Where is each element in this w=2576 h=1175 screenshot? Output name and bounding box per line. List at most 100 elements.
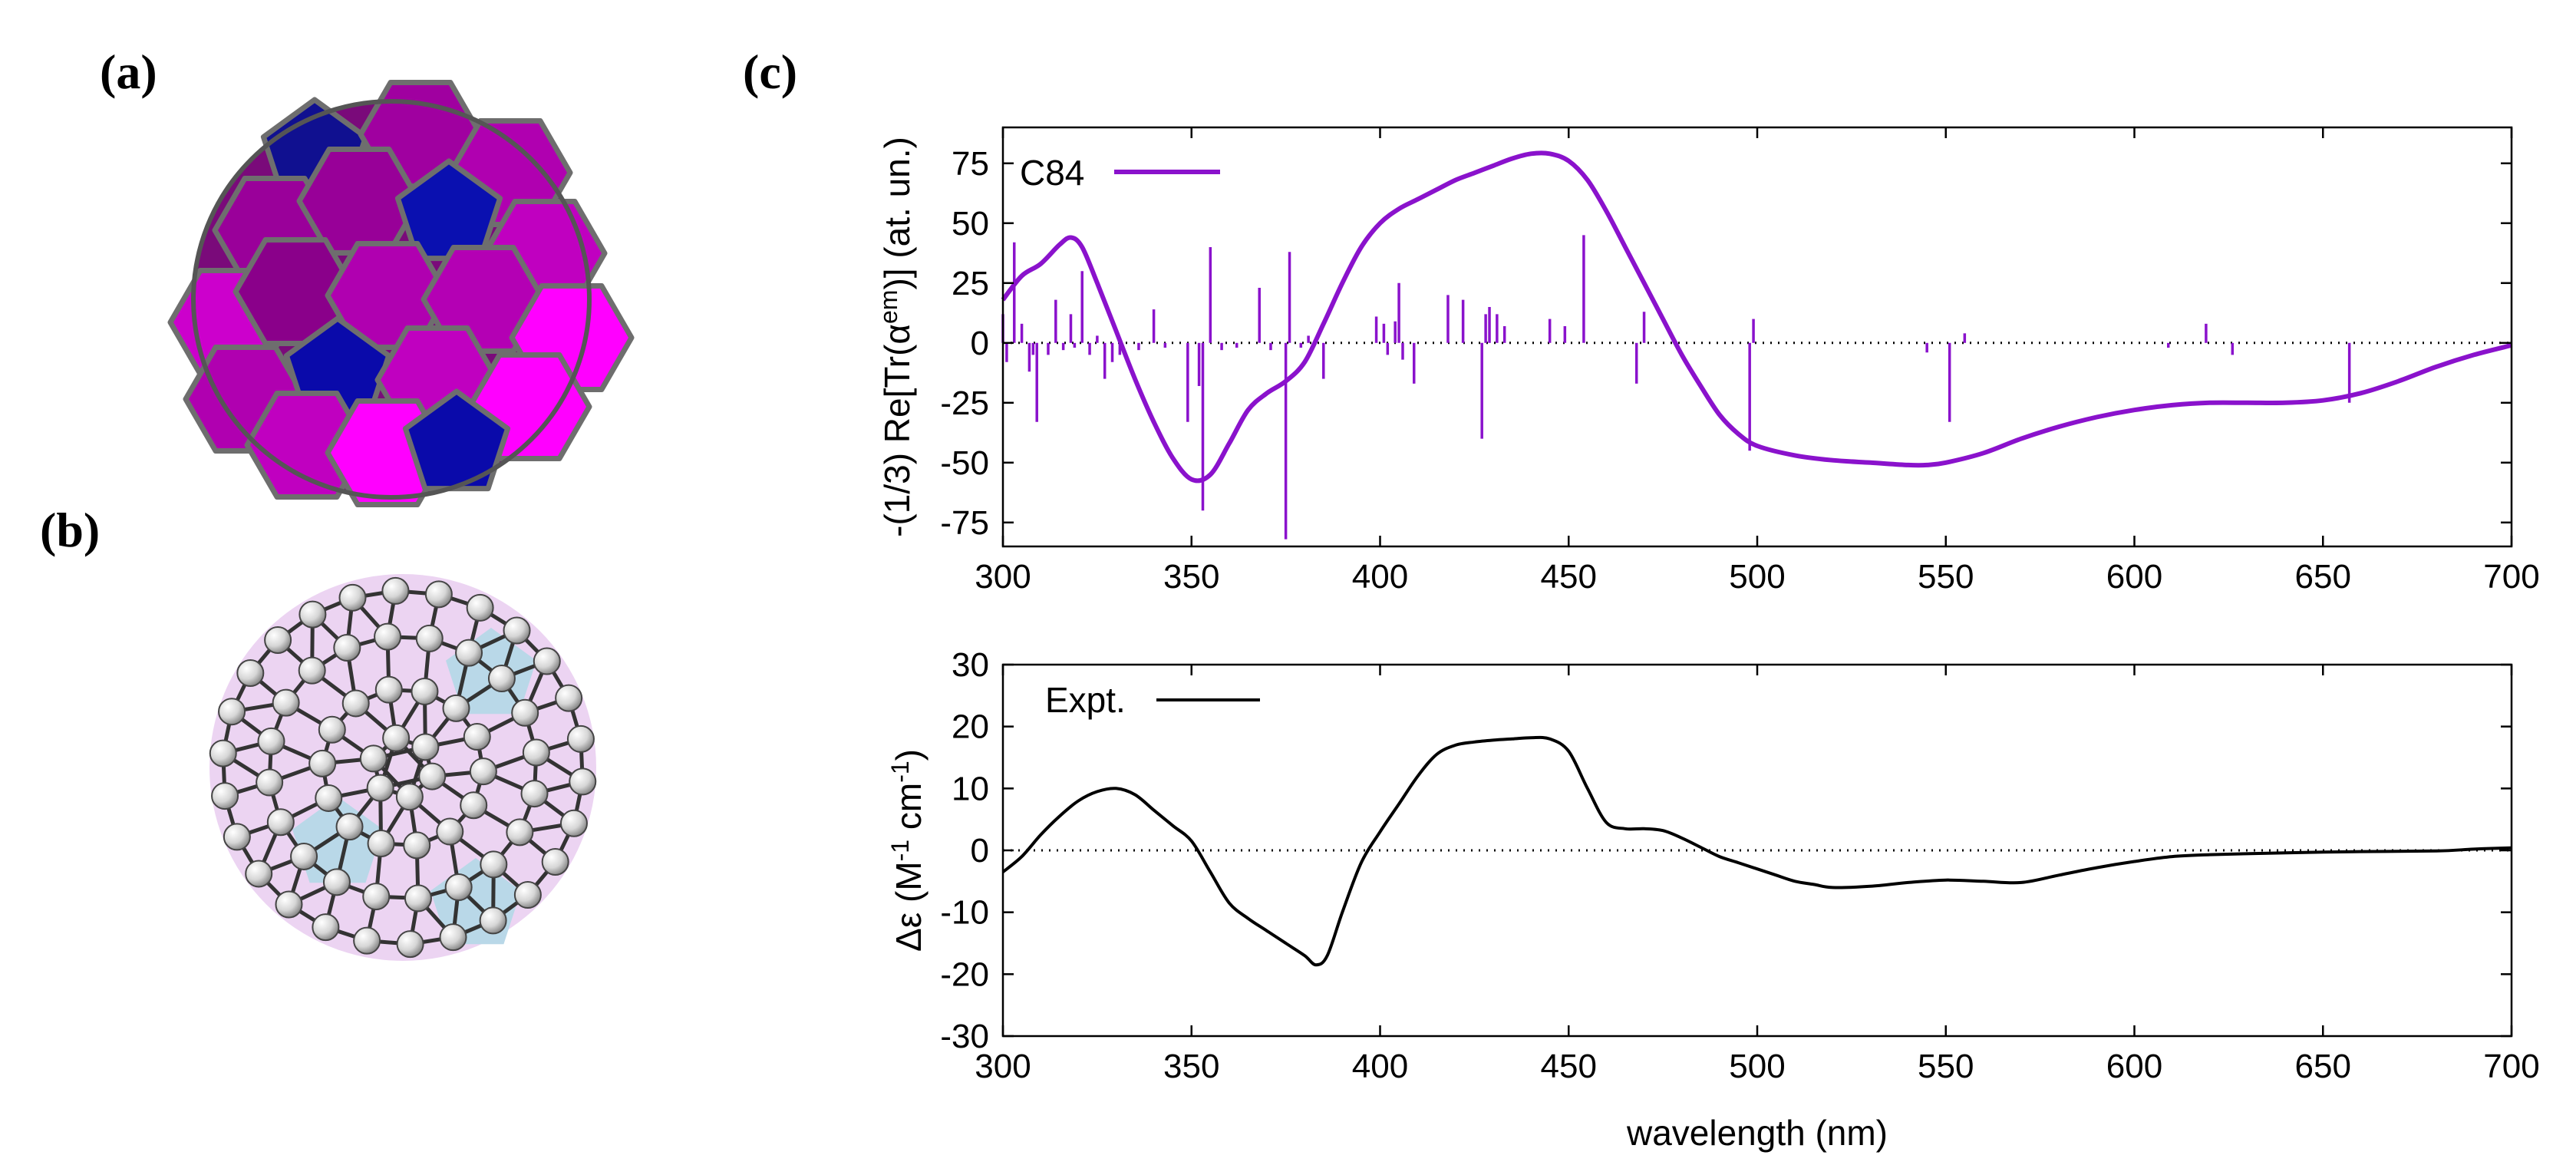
y-tick-label: 30 bbox=[952, 646, 989, 684]
bottom-x-ticks: 300 350 400 450 500 550 600 650 700 bbox=[975, 665, 2540, 1085]
x-tick-label: 400 bbox=[1352, 558, 1408, 596]
carbon-atom bbox=[218, 698, 246, 726]
carbon-atom bbox=[444, 873, 473, 902]
x-tick-label: 300 bbox=[975, 1048, 1031, 1085]
x-tick-label: 450 bbox=[1541, 558, 1597, 596]
carbon-atom bbox=[382, 724, 411, 752]
y-tick-label: -10 bbox=[940, 894, 989, 932]
carbon-atom bbox=[223, 823, 251, 851]
carbon-atom bbox=[418, 762, 447, 790]
x-tick-label: 500 bbox=[1729, 558, 1785, 596]
ylabel-bot-sup1: -1 bbox=[886, 840, 914, 861]
y-tick-label: -30 bbox=[940, 1018, 989, 1055]
y-tick-label: 75 bbox=[952, 145, 989, 183]
carbon-atom bbox=[541, 847, 569, 876]
carbon-atom bbox=[335, 813, 364, 841]
carbon-atom bbox=[479, 906, 507, 935]
carbon-atom bbox=[374, 675, 403, 704]
ylabel-top-sup: em bbox=[875, 290, 902, 324]
x-axis-label: wavelength (nm) bbox=[1626, 1113, 1888, 1153]
carbon-atom bbox=[460, 791, 488, 820]
carbon-atom bbox=[318, 715, 346, 744]
carbon-atom bbox=[209, 739, 237, 767]
carbon-atom bbox=[338, 583, 367, 612]
carbon-atom bbox=[266, 808, 295, 837]
carbon-atom bbox=[466, 593, 494, 622]
y-tick-label: -20 bbox=[940, 956, 989, 993]
x-tick-label: 350 bbox=[1163, 558, 1219, 596]
y-tick-label: 0 bbox=[971, 832, 989, 870]
carbon-atom bbox=[559, 809, 588, 837]
carbon-atom bbox=[359, 744, 388, 773]
top-stick-spectrum bbox=[1001, 235, 2351, 540]
carbon-atom bbox=[211, 782, 239, 810]
carbon-atom bbox=[403, 831, 431, 860]
carbon-atom bbox=[256, 768, 284, 797]
carbon-atom bbox=[341, 689, 370, 718]
y-tick-label: 10 bbox=[952, 770, 989, 807]
carbon-atom bbox=[374, 622, 402, 651]
x-tick-label: 400 bbox=[1352, 1048, 1408, 1085]
x-tick-label: 650 bbox=[2295, 558, 2351, 596]
carbon-atom bbox=[366, 774, 394, 802]
y-tick-label: 20 bbox=[952, 708, 989, 746]
ylabel-bot-sup2: -1 bbox=[886, 761, 914, 782]
carbon-atom bbox=[513, 881, 542, 909]
carbon-atom bbox=[236, 659, 265, 688]
carbon-atom bbox=[503, 616, 531, 645]
carbon-atom bbox=[367, 830, 395, 858]
carbon-atom bbox=[555, 684, 583, 712]
top-y-axis-label: -(1/3) Re[Tr(αem)] (at. un.) bbox=[875, 137, 917, 537]
carbon-atom bbox=[298, 600, 327, 629]
x-tick-label: 550 bbox=[1918, 1048, 1974, 1085]
x-tick-label: 500 bbox=[1729, 1048, 1785, 1085]
y-tick-label: -50 bbox=[940, 444, 989, 482]
top-legend: C84 bbox=[1020, 153, 1220, 193]
carbon-atom bbox=[272, 688, 300, 717]
hexagon-face bbox=[421, 245, 546, 354]
ylabel-bot-pre: Δε (M bbox=[889, 861, 928, 952]
carbon-atom bbox=[404, 884, 432, 913]
bottom-y-ticks: -30 -20 -10 0 10 20 30 bbox=[940, 646, 2512, 1055]
panel-label-a: (a) bbox=[100, 45, 157, 99]
carbon-atom bbox=[436, 817, 464, 846]
carbon-atom bbox=[533, 647, 561, 675]
series-line-C84 bbox=[1001, 150, 2512, 484]
carbon-atom bbox=[396, 930, 424, 959]
carbon-atom bbox=[566, 724, 595, 753]
carbon-atom bbox=[442, 694, 470, 722]
carbon-atom bbox=[480, 850, 508, 879]
y-tick-label: 50 bbox=[952, 205, 989, 243]
top-x-ticks: 300 350 400 450 500 550 600 650 700 bbox=[975, 127, 2540, 596]
legend-label-C84: C84 bbox=[1020, 153, 1084, 193]
carbon-atom bbox=[411, 733, 440, 761]
carbon-atom bbox=[439, 923, 467, 952]
ylabel-top-pre: -(1/3) Re[Tr(α bbox=[877, 324, 917, 537]
x-tick-label: 700 bbox=[2483, 1048, 2539, 1085]
top-plot-frame bbox=[1001, 126, 2513, 548]
bottom-legend: Expt. bbox=[1045, 680, 1260, 720]
x-tick-label: 350 bbox=[1163, 1048, 1219, 1085]
carbon-atom bbox=[506, 818, 534, 847]
x-tick-label: 600 bbox=[2106, 1048, 2162, 1085]
carbon-atom bbox=[520, 780, 549, 808]
x-tick-label: 600 bbox=[2106, 558, 2162, 596]
bottom-y-axis-label: Δε (M-1 cm-1) bbox=[886, 749, 928, 952]
y-tick-label: -25 bbox=[940, 385, 989, 422]
carbon-atom bbox=[362, 883, 391, 911]
top-y-ticks: -75 -50 -25 0 25 50 75 bbox=[940, 145, 2512, 542]
x-tick-label: 550 bbox=[1918, 558, 1974, 596]
cage-a-outline bbox=[191, 99, 592, 500]
y-tick-label: 0 bbox=[971, 325, 989, 362]
carbon-atom bbox=[424, 580, 453, 609]
carbon-atom bbox=[511, 698, 539, 727]
carbon-atom bbox=[308, 749, 337, 777]
carbon-atom bbox=[298, 656, 326, 685]
carbon-atom bbox=[522, 738, 550, 767]
carbon-atom bbox=[415, 624, 444, 652]
chart-experiment: 300 350 400 450 500 550 600 650 700 -30 -20 -10 0 10… bbox=[886, 646, 2540, 1153]
carbon-atom bbox=[315, 784, 343, 812]
panel-label-b: (b) bbox=[40, 503, 100, 557]
ylabel-bot-mid: cm bbox=[889, 783, 928, 840]
y-tick-label: -75 bbox=[940, 504, 989, 542]
